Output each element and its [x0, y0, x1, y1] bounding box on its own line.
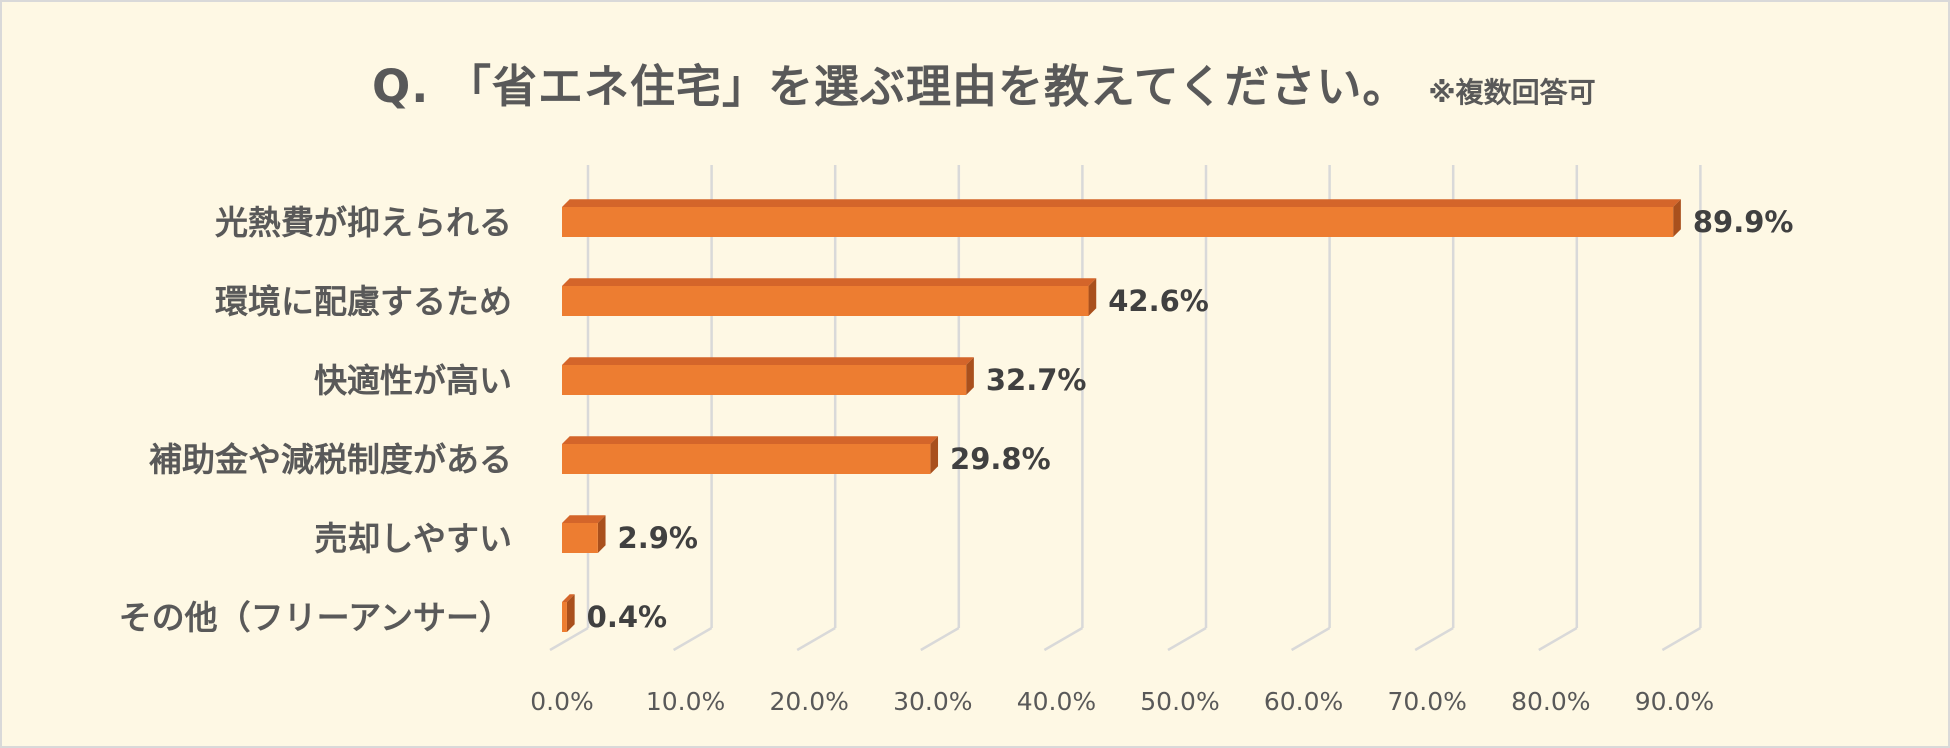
- bar-side-3: [930, 436, 939, 474]
- category-label-2: 快適性が高い: [314, 361, 512, 400]
- bar-top-0: [562, 199, 1681, 207]
- value-label-1: 42.6%: [1108, 284, 1209, 318]
- x-tick-label-8: 80.0%: [1511, 687, 1590, 716]
- category-label-1: 環境に配慮するため: [215, 282, 512, 321]
- x-tick-label-2: 20.0%: [769, 687, 848, 716]
- gridline-floor-1: [672, 626, 713, 652]
- bar-2: [562, 365, 967, 395]
- x-tick-label-1: 10.0%: [646, 687, 725, 716]
- bar-side-0: [1673, 199, 1681, 237]
- bar-top-1: [562, 278, 1097, 286]
- gridline-floor-9: [1661, 626, 1702, 652]
- gridline-floor-2: [796, 626, 836, 652]
- value-label-0: 89.9%: [1693, 205, 1794, 239]
- gridline-floor-0: [549, 626, 589, 652]
- value-label-3: 29.8%: [950, 442, 1051, 476]
- category-label-5: その他（フリーアンサー）: [119, 598, 512, 637]
- gridline-floor-7: [1414, 626, 1454, 652]
- category-label-4: 売却しやすい: [314, 519, 512, 558]
- x-tick-label-4: 40.0%: [1017, 687, 1096, 716]
- bar-1: [562, 286, 1089, 316]
- bar-top-2: [562, 357, 974, 365]
- x-tick-label-7: 70.0%: [1387, 687, 1466, 716]
- x-tick-label-6: 60.0%: [1264, 687, 1343, 716]
- chart-subtitle: ※複数回答可: [1428, 76, 1596, 109]
- x-tick-label-0: 0.0%: [530, 687, 594, 716]
- value-label-4: 2.9%: [618, 521, 698, 555]
- value-label-2: 32.7%: [986, 363, 1087, 397]
- bar-side-4: [597, 515, 606, 553]
- chart-title-block: Q. 「省エネ住宅」を選ぶ理由を教えてください。 ※複数回答可: [372, 50, 1596, 115]
- bar-4: [562, 523, 598, 553]
- gridline-floor-5: [1167, 626, 1207, 652]
- gridline-floor-3: [920, 626, 960, 652]
- gridline-floor-8: [1538, 626, 1578, 652]
- bar-top-3: [562, 436, 939, 444]
- bar-side-2: [966, 357, 974, 395]
- x-tick-label-9: 90.0%: [1635, 687, 1714, 716]
- bar-top-5: [562, 594, 575, 602]
- gridline-floor-6: [1290, 626, 1331, 652]
- bar-top-4: [562, 515, 606, 523]
- bar-3: [562, 444, 931, 474]
- gridline-floor-4: [1043, 626, 1084, 652]
- x-tick-label-3: 30.0%: [893, 687, 972, 716]
- bar-side-5: [566, 594, 575, 632]
- chart-title: Q. 「省エネ住宅」を選ぶ理由を教えてください。: [372, 60, 1409, 113]
- value-label-5: 0.4%: [587, 600, 667, 634]
- category-label-0: 光熱費が抑えられる: [215, 203, 512, 242]
- bar-0: [562, 207, 1674, 237]
- category-label-3: 補助金や減税制度がある: [149, 440, 512, 479]
- x-tick-label-5: 50.0%: [1140, 687, 1219, 716]
- bar-5: [562, 602, 567, 632]
- bar-side-1: [1088, 278, 1097, 316]
